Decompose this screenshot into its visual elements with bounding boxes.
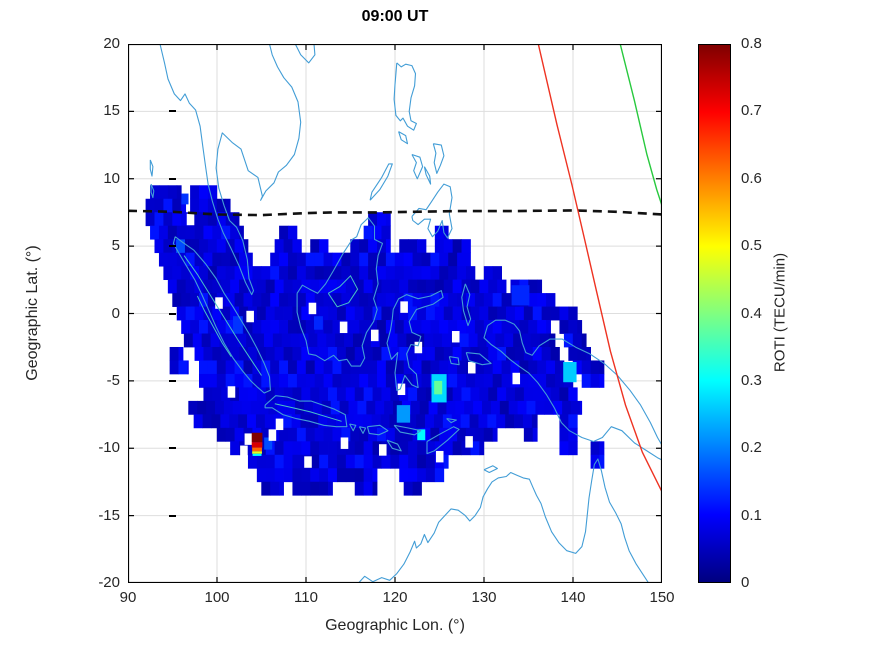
x-tick-label: 90 xyxy=(119,589,137,606)
y-tick-label: 20 xyxy=(103,35,120,52)
colorbar-tick-label: 0 xyxy=(741,574,750,591)
y-tick-label: 0 xyxy=(111,304,120,322)
x-tick-label: 110 xyxy=(294,589,318,606)
colorbar-tick-label: 0.1 xyxy=(741,506,762,524)
y-axis-label: Geographic Lat. (°) xyxy=(24,245,41,381)
plot-title: 09:00 UT xyxy=(361,8,429,25)
colorbar xyxy=(698,44,731,583)
colorbar-tick-mark xyxy=(169,177,176,180)
x-tick-label: 150 xyxy=(649,589,675,606)
colorbar-tick-mark xyxy=(169,312,176,315)
y-tick-label: 15 xyxy=(103,102,120,120)
colorbar-tick-label: 0.7 xyxy=(741,102,762,120)
colorbar-tick-mark xyxy=(169,245,176,248)
x-tick-label: 140 xyxy=(560,589,586,606)
y-tick-label: -15 xyxy=(98,506,120,524)
y-tick-label: -5 xyxy=(106,371,120,389)
x-tick-label: 100 xyxy=(204,589,230,606)
colorbar-tick-mark xyxy=(169,447,176,450)
colorbar-tick-mark xyxy=(169,110,176,113)
colorbar-tick-mark xyxy=(169,379,176,382)
colorbar-tick-label: 0.5 xyxy=(741,237,762,255)
colorbar-tick-mark xyxy=(169,514,176,517)
y-tick-label: 5 xyxy=(111,237,120,255)
colorbar-tick-label: 0.8 xyxy=(741,35,762,52)
map-plot-area xyxy=(128,44,662,583)
x-tick-label: 120 xyxy=(382,589,408,606)
colorbar-label: ROTI (TECU/min) xyxy=(771,252,789,373)
colorbar-tick-label: 0.6 xyxy=(741,169,762,187)
colorbar-tick-label: 0.2 xyxy=(741,439,762,457)
y-tick-label: 10 xyxy=(103,169,120,187)
colorbar-tick-label: 0.3 xyxy=(741,371,762,389)
y-tick-label: -20 xyxy=(98,574,120,591)
x-tick-label: 130 xyxy=(471,589,497,606)
y-tick-label: -10 xyxy=(98,439,120,457)
x-axis-label: Geographic Lon. (°) xyxy=(325,617,465,634)
colorbar-tick-label: 0.4 xyxy=(741,304,762,322)
